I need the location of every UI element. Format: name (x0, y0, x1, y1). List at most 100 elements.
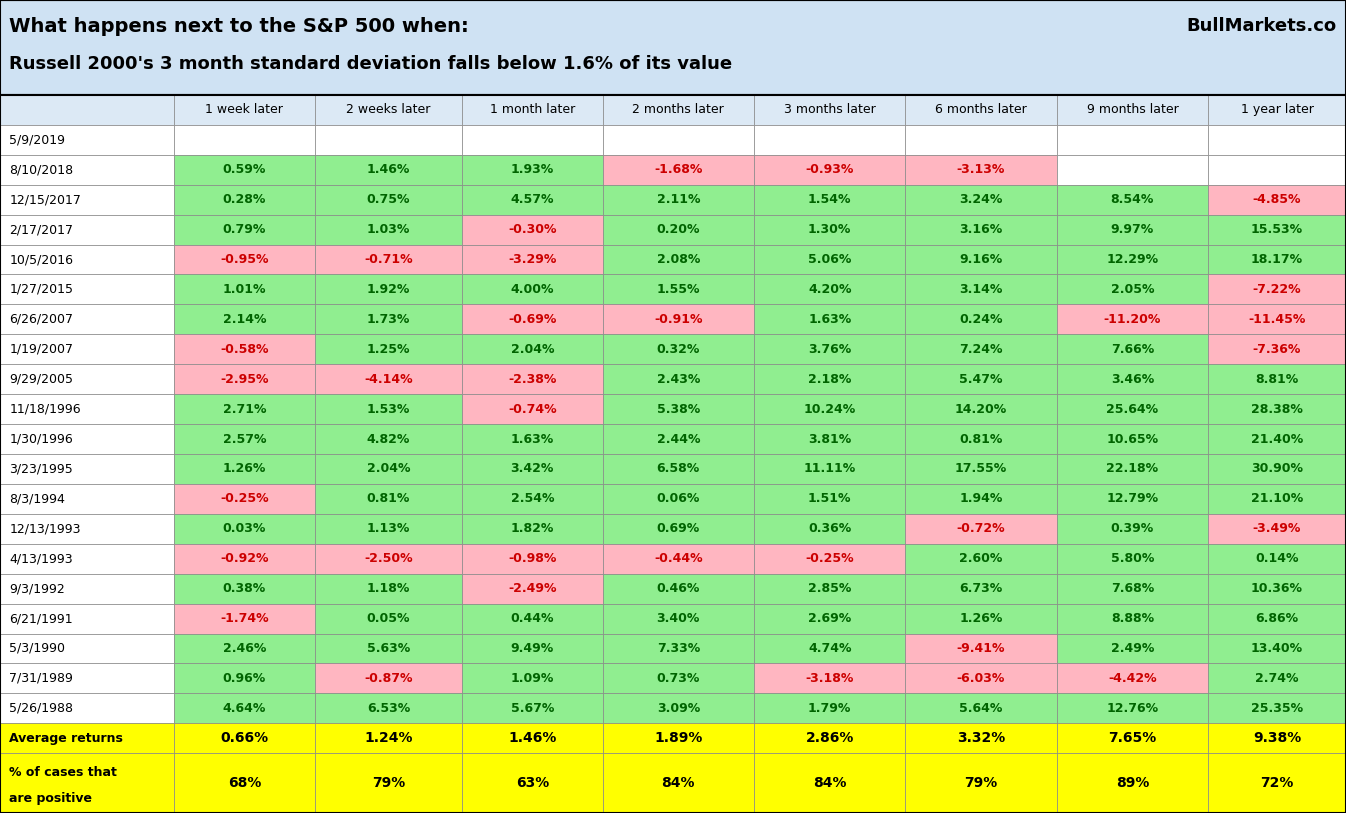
Text: BullMarkets.co: BullMarkets.co (1186, 17, 1337, 35)
Text: 8.54%: 8.54% (1110, 193, 1154, 207)
Bar (1209, 693, 1346, 724)
Bar (315, 633, 462, 663)
Text: 79%: 79% (371, 776, 405, 790)
Text: 7.33%: 7.33% (657, 642, 700, 655)
Text: 12/15/2017: 12/15/2017 (9, 193, 81, 207)
Text: 6.53%: 6.53% (366, 702, 411, 715)
Text: 11/18/1996: 11/18/1996 (9, 402, 81, 415)
Bar (906, 724, 1057, 753)
Bar (754, 185, 906, 215)
Text: 8/3/1994: 8/3/1994 (9, 493, 66, 506)
Bar (462, 154, 603, 185)
Bar (315, 753, 462, 813)
Bar (603, 753, 754, 813)
Text: 17.55%: 17.55% (954, 463, 1007, 476)
Bar (174, 125, 315, 154)
Bar (754, 275, 906, 304)
Bar (1209, 663, 1346, 693)
Text: 6.58%: 6.58% (657, 463, 700, 476)
Bar (906, 95, 1057, 125)
Bar (1057, 454, 1209, 484)
Text: -0.91%: -0.91% (654, 313, 703, 326)
Text: 2.85%: 2.85% (808, 582, 852, 595)
Bar (906, 154, 1057, 185)
Text: 2.49%: 2.49% (1110, 642, 1154, 655)
Text: 0.96%: 0.96% (223, 672, 267, 685)
Bar (462, 215, 603, 245)
Text: 1.94%: 1.94% (960, 493, 1003, 506)
Text: 0.14%: 0.14% (1256, 552, 1299, 565)
Text: 1.63%: 1.63% (808, 313, 851, 326)
Bar (906, 424, 1057, 454)
Text: 89%: 89% (1116, 776, 1149, 790)
Text: 10/5/2016: 10/5/2016 (9, 253, 74, 266)
Bar (174, 663, 315, 693)
Bar (315, 304, 462, 334)
Bar (603, 334, 754, 364)
Bar (462, 304, 603, 334)
Text: 21.10%: 21.10% (1250, 493, 1303, 506)
Text: -0.93%: -0.93% (805, 163, 853, 176)
Text: 12.79%: 12.79% (1106, 493, 1159, 506)
Text: 18.17%: 18.17% (1250, 253, 1303, 266)
Text: 1.26%: 1.26% (960, 612, 1003, 625)
Text: -3.18%: -3.18% (805, 672, 853, 685)
Bar (1057, 364, 1209, 394)
Bar (603, 185, 754, 215)
Bar (1209, 514, 1346, 544)
Bar (754, 484, 906, 514)
Bar (174, 304, 315, 334)
Text: 12/13/1993: 12/13/1993 (9, 522, 81, 535)
Text: 1.30%: 1.30% (808, 223, 852, 236)
Text: -11.20%: -11.20% (1104, 313, 1162, 326)
Text: -0.87%: -0.87% (365, 672, 413, 685)
Text: 8.81%: 8.81% (1256, 372, 1299, 385)
Text: 6.86%: 6.86% (1256, 612, 1299, 625)
Text: -0.30%: -0.30% (509, 223, 557, 236)
Text: 2.18%: 2.18% (808, 372, 852, 385)
Text: 2.05%: 2.05% (1110, 283, 1154, 296)
Bar (315, 603, 462, 633)
Bar (754, 454, 906, 484)
Bar (754, 334, 906, 364)
Bar (315, 514, 462, 544)
Bar (462, 334, 603, 364)
Bar (462, 663, 603, 693)
Text: % of cases that: % of cases that (9, 766, 117, 779)
Bar (315, 544, 462, 574)
Text: 1.63%: 1.63% (510, 433, 555, 446)
Bar (906, 484, 1057, 514)
Text: 3.14%: 3.14% (960, 283, 1003, 296)
Bar (315, 394, 462, 424)
Text: 79%: 79% (965, 776, 997, 790)
Text: 2.54%: 2.54% (510, 493, 555, 506)
Text: 6/21/1991: 6/21/1991 (9, 612, 73, 625)
Bar (462, 484, 603, 514)
Text: 0.81%: 0.81% (366, 493, 411, 506)
Bar (0, 394, 174, 424)
Bar (603, 574, 754, 603)
Text: 0.66%: 0.66% (221, 731, 268, 746)
Bar (1057, 693, 1209, 724)
Text: 0.75%: 0.75% (366, 193, 411, 207)
Bar (906, 663, 1057, 693)
Text: 5/26/1988: 5/26/1988 (9, 702, 74, 715)
Text: 1.54%: 1.54% (808, 193, 852, 207)
Text: 4.57%: 4.57% (510, 193, 555, 207)
Bar (174, 364, 315, 394)
Text: 9.97%: 9.97% (1110, 223, 1154, 236)
Text: 7.66%: 7.66% (1110, 343, 1154, 356)
Text: -0.72%: -0.72% (957, 522, 1005, 535)
Bar (603, 454, 754, 484)
Text: 5.06%: 5.06% (808, 253, 852, 266)
Text: 3.81%: 3.81% (808, 433, 851, 446)
Text: 1.82%: 1.82% (510, 522, 555, 535)
Text: 1.53%: 1.53% (366, 402, 411, 415)
Bar (906, 185, 1057, 215)
Bar (1209, 154, 1346, 185)
Text: -7.36%: -7.36% (1253, 343, 1302, 356)
Bar (754, 215, 906, 245)
Bar (754, 245, 906, 275)
Bar (0, 514, 174, 544)
Bar (462, 724, 603, 753)
